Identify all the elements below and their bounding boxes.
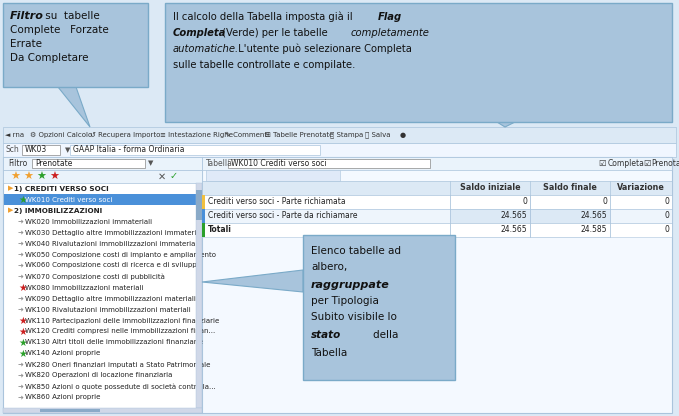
FancyBboxPatch shape	[206, 170, 340, 181]
Text: 💾 Salva: 💾 Salva	[365, 132, 390, 138]
Text: Elenco tabelle ad: Elenco tabelle ad	[311, 246, 401, 256]
Text: WK090 Dettaglio altre immobilizzazioni materiali: WK090 Dettaglio altre immobilizzazioni m…	[25, 295, 196, 302]
Text: Da Completare: Da Completare	[10, 53, 88, 63]
Text: 0: 0	[664, 198, 669, 206]
Text: ➜: ➜	[18, 384, 24, 389]
Text: 2) IMMOBILIZZAZIONI: 2) IMMOBILIZZAZIONI	[14, 208, 103, 213]
FancyBboxPatch shape	[202, 195, 672, 209]
FancyBboxPatch shape	[530, 209, 610, 223]
Text: ➜: ➜	[18, 273, 24, 280]
Text: WK110 Partecipazioni delle immobilizzazioni finanziarie: WK110 Partecipazioni delle immobilizzazi…	[25, 317, 219, 324]
Text: Il calcolo della Tabella imposta già il: Il calcolo della Tabella imposta già il	[173, 12, 356, 22]
FancyBboxPatch shape	[70, 145, 320, 155]
FancyBboxPatch shape	[202, 209, 205, 223]
Text: ➜: ➜	[18, 307, 24, 312]
Text: ➜: ➜	[18, 218, 24, 225]
Text: WK060 Composizione costi di ricerca e di sviluppo: WK060 Composizione costi di ricerca e di…	[25, 262, 201, 268]
FancyBboxPatch shape	[165, 3, 672, 122]
Text: Filtro: Filtro	[10, 11, 44, 21]
Text: ➜: ➜	[18, 262, 24, 268]
Text: raggruppate: raggruppate	[311, 280, 390, 290]
Text: WK070 Composizione costi di pubblicità: WK070 Composizione costi di pubblicità	[25, 273, 165, 280]
Text: Totali: Totali	[208, 225, 232, 235]
Text: su  tabelle: su tabelle	[42, 11, 100, 21]
FancyBboxPatch shape	[202, 157, 672, 413]
Text: WK820 Operazioni di locazione finanziaria: WK820 Operazioni di locazione finanziari…	[25, 372, 172, 379]
Text: WK010 Crediti verso soci: WK010 Crediti verso soci	[25, 196, 113, 203]
Text: ★: ★	[18, 195, 26, 205]
Text: ●: ●	[400, 132, 406, 138]
Text: WK860 Azioni proprie: WK860 Azioni proprie	[25, 394, 100, 401]
Text: 0: 0	[664, 211, 669, 220]
Text: ☑: ☑	[643, 159, 650, 168]
Text: L'utente può selezionare Completa: L'utente può selezionare Completa	[235, 44, 412, 54]
Text: Subito visibile lo: Subito visibile lo	[311, 312, 397, 322]
Text: ➜: ➜	[18, 372, 24, 379]
Text: ↺ Recupera Importo: ↺ Recupera Importo	[90, 132, 160, 138]
FancyBboxPatch shape	[450, 195, 530, 209]
Text: Tabella: Tabella	[206, 159, 233, 168]
Text: 24.565: 24.565	[500, 225, 527, 235]
Text: ▼: ▼	[65, 147, 71, 153]
FancyBboxPatch shape	[450, 209, 530, 223]
Text: albero,: albero,	[311, 262, 347, 272]
FancyBboxPatch shape	[3, 157, 202, 170]
Polygon shape	[58, 87, 90, 127]
Text: ⊟ Tabelle Prenotate: ⊟ Tabelle Prenotate	[265, 132, 333, 138]
Text: 🖶 Stampa: 🖶 Stampa	[330, 132, 363, 138]
Text: WK010 Crediti verso soci: WK010 Crediti verso soci	[231, 159, 327, 168]
Text: Errate: Errate	[10, 39, 42, 49]
FancyBboxPatch shape	[202, 181, 672, 195]
Text: ★: ★	[18, 349, 26, 359]
Text: (Verde) per le tabelle: (Verde) per le tabelle	[219, 28, 331, 38]
Text: 24.565: 24.565	[581, 211, 607, 220]
FancyBboxPatch shape	[4, 194, 196, 205]
Text: ▶: ▶	[8, 208, 14, 213]
Text: Filtro: Filtro	[8, 159, 27, 168]
FancyBboxPatch shape	[530, 195, 610, 209]
Text: ★: ★	[49, 171, 59, 181]
Text: ★: ★	[36, 171, 46, 181]
Text: Completa: Completa	[173, 28, 226, 38]
FancyBboxPatch shape	[303, 235, 455, 380]
Text: WK100 Rivalutazioni immobilizzazioni materiali: WK100 Rivalutazioni immobilizzazioni mat…	[25, 307, 191, 312]
Text: ➜: ➜	[18, 230, 24, 235]
FancyBboxPatch shape	[3, 157, 202, 413]
FancyBboxPatch shape	[3, 170, 202, 183]
Text: 1) CREDITI VERSO SOCI: 1) CREDITI VERSO SOCI	[14, 186, 109, 191]
Text: ✎ Commenti: ✎ Commenti	[225, 132, 269, 138]
Text: WK080 Immobilizzazioni materiali: WK080 Immobilizzazioni materiali	[25, 285, 143, 290]
Text: Crediti verso soci - Parte da richiamare: Crediti verso soci - Parte da richiamare	[208, 211, 358, 220]
Text: stato: stato	[311, 330, 342, 340]
FancyBboxPatch shape	[3, 127, 676, 143]
Text: WK030 Dettaglio altre immobilizzazioni immateriali: WK030 Dettaglio altre immobilizzazioni i…	[25, 230, 204, 235]
Text: 0: 0	[522, 198, 527, 206]
Text: ➜: ➜	[18, 394, 24, 401]
Text: Saldo iniziale: Saldo iniziale	[460, 183, 520, 193]
FancyBboxPatch shape	[202, 157, 672, 170]
Text: ★: ★	[10, 171, 20, 181]
Text: Prenotate: Prenotate	[35, 159, 73, 168]
Text: ★: ★	[23, 171, 33, 181]
Text: WK040 Rivalutazioni immobilizzazioni immateriali: WK040 Rivalutazioni immobilizzazioni imm…	[25, 240, 200, 247]
FancyBboxPatch shape	[3, 3, 148, 87]
Text: ◄ rna: ◄ rna	[5, 132, 24, 138]
Text: 0: 0	[602, 198, 607, 206]
Text: Flag: Flag	[378, 12, 402, 22]
Text: WK850 Azioni o quote possedute di società controlla...: WK850 Azioni o quote possedute di societ…	[25, 383, 216, 390]
Text: ☑: ☑	[598, 159, 606, 168]
Text: della: della	[347, 330, 399, 340]
Text: Complete   Forzate: Complete Forzate	[10, 25, 109, 35]
Text: Sch: Sch	[6, 146, 20, 154]
Text: 24.565: 24.565	[500, 211, 527, 220]
Text: WK120 Crediti compresi nelle immobilizzazioni finan...: WK120 Crediti compresi nelle immobilizza…	[25, 329, 215, 334]
Text: ★: ★	[18, 315, 26, 325]
Polygon shape	[202, 270, 303, 292]
FancyBboxPatch shape	[450, 223, 530, 237]
FancyBboxPatch shape	[202, 209, 672, 223]
Text: ▶: ▶	[8, 186, 14, 191]
FancyBboxPatch shape	[202, 223, 672, 237]
Text: ➜: ➜	[18, 240, 24, 247]
Text: WK020 Immobilizzazioni immateriali: WK020 Immobilizzazioni immateriali	[25, 218, 152, 225]
